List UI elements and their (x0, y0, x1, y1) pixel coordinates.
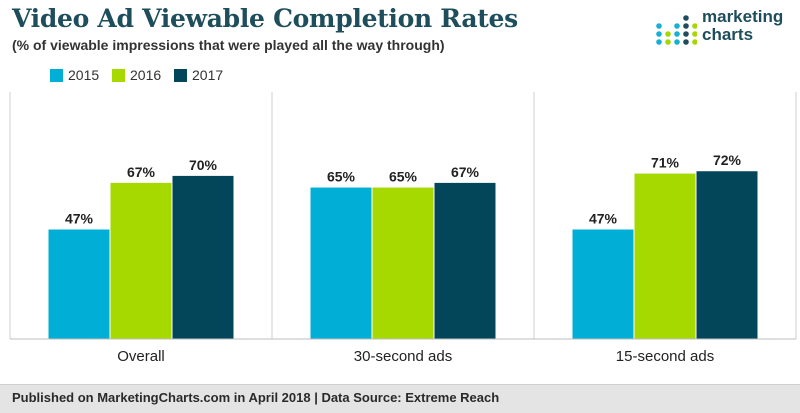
logo-dot-1-1 (665, 31, 671, 37)
logo-dot-2-1 (674, 31, 680, 37)
legend: 2015 2016 2017 (50, 67, 223, 83)
category-label-1: 30-second ads (354, 348, 452, 365)
logo-dot-2-2 (674, 23, 680, 29)
logo-dot-2-0 (674, 39, 680, 45)
chart-subtitle: (% of viewable impressions that were pla… (12, 37, 445, 53)
dot-bars-logo-icon (656, 15, 697, 45)
logo-dot-0-2 (656, 23, 662, 29)
category-label-2: 15-second ads (616, 348, 714, 365)
bar-2015-0 (48, 229, 110, 339)
footer-bar: Published on MarketingCharts.com in Apri… (0, 384, 800, 413)
legend-label-2017: 2017 (192, 67, 223, 83)
logo-text-line-2: charts (702, 25, 754, 44)
bar-2015-2 (572, 229, 634, 339)
logo-dot-3-2 (683, 23, 689, 29)
legend-swatch-2015 (50, 69, 63, 82)
legend-swatch-2016 (112, 69, 125, 82)
logo-dot-3-3 (683, 15, 689, 21)
logo-dot-4-0 (692, 39, 697, 45)
data-label-2017-1: 67% (451, 164, 480, 180)
chart-title: Video Ad Viewable Completion Rates (12, 4, 518, 33)
logo-dot-4-2 (692, 23, 697, 29)
logo-dot-4-1 (692, 31, 697, 37)
bar-2017-0 (172, 175, 234, 339)
data-label-2017-2: 72% (713, 152, 742, 168)
logo-dot-1-0 (665, 39, 671, 45)
data-label-2016-1: 65% (389, 169, 418, 185)
logo-text: marketing charts (702, 8, 783, 44)
data-label-2017-0: 70% (189, 157, 218, 173)
category-label-0: Overall (117, 348, 165, 365)
legend-swatch-2017 (174, 69, 187, 82)
data-label-2016-2: 71% (651, 155, 680, 171)
bar-2016-2 (634, 173, 696, 339)
bar-2016-0 (110, 182, 172, 339)
logo-dot-0-1 (656, 31, 662, 37)
bar-chart: 2015 2016 2017 47% 67% 70% Overall 65% 65% 67% 30-… (9, 67, 797, 365)
legend-label-2016: 2016 (130, 67, 161, 83)
logo-dot-3-0 (683, 39, 689, 45)
bar-2017-1 (434, 182, 496, 339)
data-label-2016-0: 67% (127, 164, 156, 180)
marketingcharts-logo: marketing charts (655, 8, 795, 48)
bar-2017-2 (696, 171, 758, 339)
logo-dot-0-0 (656, 39, 662, 45)
bar-2016-1 (372, 187, 434, 339)
logo-text-line-1: marketing (702, 7, 784, 26)
data-label-2015-2: 47% (589, 210, 618, 226)
legend-label-2015: 2015 (68, 67, 99, 83)
footer-source-text: Published on MarketingCharts.com in Apri… (12, 390, 500, 405)
data-label-2015-0: 47% (65, 210, 94, 226)
data-label-2015-1: 65% (327, 169, 356, 185)
logo-dot-3-1 (683, 31, 689, 37)
bar-2015-1 (310, 187, 372, 339)
